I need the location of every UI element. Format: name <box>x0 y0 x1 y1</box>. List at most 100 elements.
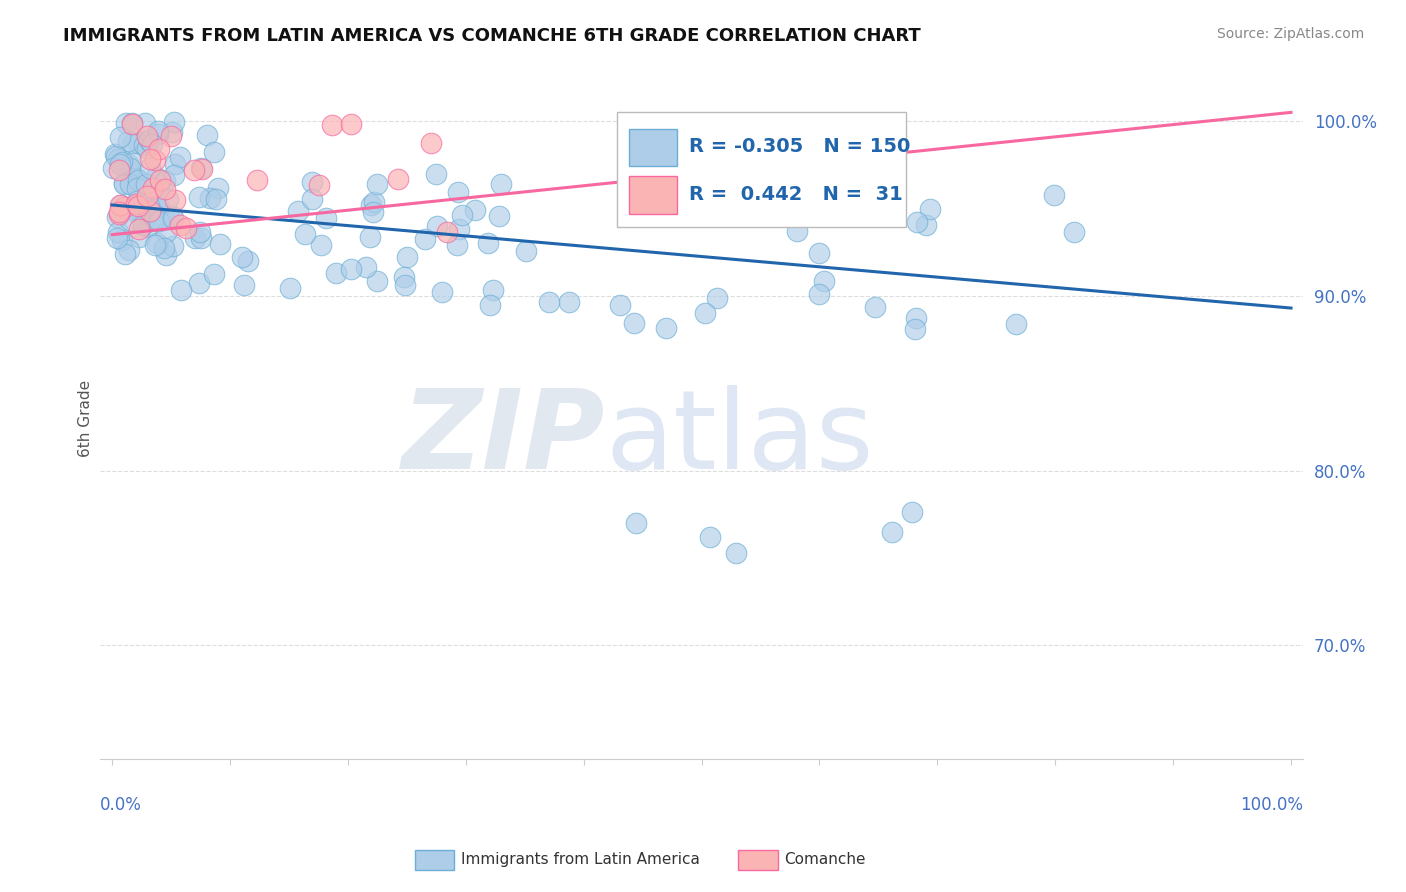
Point <box>489 177 512 191</box>
Point <box>157 192 180 206</box>
Point <box>363 194 385 209</box>
Point <box>863 202 886 216</box>
Point <box>121 116 143 130</box>
Point <box>108 206 131 220</box>
Point <box>202 145 225 159</box>
Text: atlas: atlas <box>606 385 873 492</box>
Point <box>111 154 134 169</box>
Point <box>139 203 162 218</box>
Point <box>340 117 363 131</box>
Point <box>856 200 879 214</box>
Point <box>706 291 728 305</box>
Point <box>105 148 128 162</box>
Point <box>169 218 191 232</box>
Point <box>188 190 211 204</box>
Point <box>786 224 808 238</box>
Point <box>107 225 129 239</box>
Point <box>160 125 183 139</box>
Text: Immigrants from Latin America: Immigrants from Latin America <box>461 853 700 867</box>
Point <box>138 152 160 166</box>
Point <box>481 283 503 297</box>
Point <box>623 316 645 330</box>
Point <box>135 178 157 192</box>
Point <box>146 128 169 142</box>
Point <box>183 231 205 245</box>
Point <box>205 192 228 206</box>
Point <box>117 135 139 149</box>
Point <box>183 162 205 177</box>
Point <box>904 321 927 335</box>
Point <box>413 232 436 246</box>
Point <box>153 241 176 255</box>
Point <box>141 181 163 195</box>
Point <box>693 306 716 320</box>
Point <box>104 147 127 161</box>
Point <box>153 174 176 188</box>
Point <box>446 237 468 252</box>
Point <box>278 280 301 294</box>
Point <box>354 260 377 274</box>
Point <box>706 190 728 204</box>
Point <box>174 220 197 235</box>
Point <box>813 274 835 288</box>
Point <box>117 157 139 171</box>
Point <box>915 218 938 232</box>
Point <box>136 220 159 235</box>
Point <box>128 204 150 219</box>
Point <box>558 294 581 309</box>
Point <box>865 301 887 315</box>
Point <box>190 162 212 177</box>
Text: IMMIGRANTS FROM LATIN AMERICA VS COMANCHE 6TH GRADE CORRELATION CHART: IMMIGRANTS FROM LATIN AMERICA VS COMANCH… <box>63 27 921 45</box>
Point <box>107 204 129 219</box>
Point <box>294 227 316 242</box>
Point <box>626 516 648 530</box>
Point <box>112 200 135 214</box>
Point <box>134 116 156 130</box>
Point <box>108 156 131 170</box>
Text: 0.0%: 0.0% <box>100 797 142 814</box>
Point <box>315 211 337 225</box>
Point <box>609 297 631 311</box>
Point <box>114 247 136 261</box>
Point <box>231 250 253 264</box>
Point <box>108 129 131 144</box>
Point <box>162 115 184 129</box>
Point <box>124 198 146 212</box>
Point <box>169 150 191 164</box>
FancyBboxPatch shape <box>630 177 678 214</box>
Point <box>128 230 150 244</box>
Point <box>128 204 150 219</box>
Point <box>200 191 222 205</box>
Point <box>301 175 323 189</box>
Point <box>127 173 149 187</box>
Point <box>153 181 176 195</box>
Point <box>145 235 167 250</box>
Point <box>118 177 141 191</box>
Point <box>188 226 211 240</box>
Point <box>420 136 443 151</box>
Point <box>464 203 486 218</box>
Point <box>392 269 415 284</box>
Point <box>190 231 212 245</box>
Point <box>149 173 172 187</box>
Text: 100.0%: 100.0% <box>1240 797 1303 814</box>
Point <box>430 285 453 299</box>
Point <box>162 211 184 225</box>
Point <box>127 136 149 151</box>
Point <box>143 238 166 252</box>
Point <box>340 262 363 277</box>
Point <box>162 209 184 223</box>
Point <box>141 136 163 151</box>
Point <box>145 199 167 213</box>
FancyBboxPatch shape <box>630 128 678 166</box>
Point <box>110 233 132 247</box>
Point <box>1063 225 1085 239</box>
Point <box>162 168 184 182</box>
Point <box>920 202 942 217</box>
Point <box>127 206 149 220</box>
Point <box>207 181 229 195</box>
Point <box>190 161 212 175</box>
Point <box>112 177 135 191</box>
Point <box>699 530 721 544</box>
Point <box>195 128 218 142</box>
